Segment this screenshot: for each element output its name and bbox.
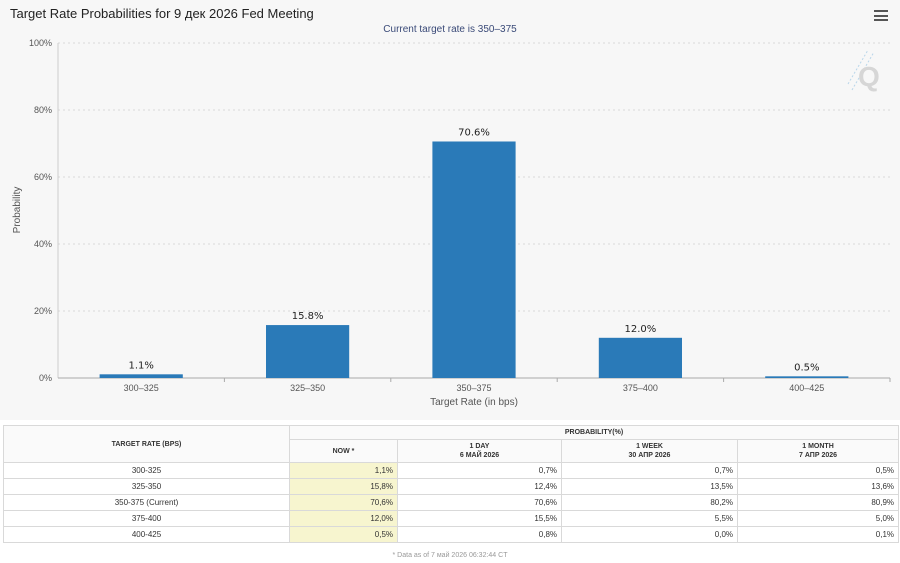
probability-table: TARGET RATE (BPS) PROBABILITY(%) NOW * 1…	[3, 425, 900, 543]
y-tick-label: 80%	[34, 105, 52, 115]
header-now: NOW *	[289, 439, 398, 463]
chart-subtitle: Current target rate is 350–375	[383, 24, 517, 35]
header-1week: 1 WEEK 30 АПР 2026	[561, 439, 738, 463]
y-tick-label: 60%	[34, 172, 52, 182]
watermark-logo-icon: Q	[847, 49, 880, 92]
chart-panel: Target Rate Probabilities for 9 дек 2026…	[10, 6, 891, 408]
x-tick-label: 350–375	[456, 383, 491, 393]
x-axis-title: Target Rate (in bps)	[430, 397, 518, 408]
bar[interactable]	[432, 141, 516, 378]
y-tick-label: 40%	[34, 239, 52, 249]
hamburger-menu-icon[interactable]	[874, 10, 888, 21]
x-tick-label: 400–425	[789, 383, 824, 393]
svg-text:Q: Q	[858, 61, 880, 92]
table-row: 350-375 (Current) 70,6% 70,6% 80,2% 80,9%	[3, 494, 900, 511]
bar-value-label: 1.1%	[128, 360, 153, 371]
chart-title: Target Rate Probabilities for 9 дек 2026…	[10, 6, 314, 21]
data-timestamp-note: * Data as of 7 май 2026 06:32:44 CT	[392, 552, 508, 559]
bar-value-label: 70.6%	[458, 127, 490, 138]
x-tick-label: 325–350	[290, 383, 325, 393]
bar[interactable]	[99, 374, 183, 378]
y-tick-label: 0%	[39, 373, 52, 383]
header-1day: 1 DAY 6 МАЙ 2026	[397, 439, 562, 463]
bar-value-label: 0.5%	[794, 362, 819, 373]
table-row: 375-400 12,0% 15,5% 5,5% 5,0%	[3, 510, 900, 527]
header-1month: 1 MONTH 7 АПР 2026	[736, 439, 900, 463]
bar-value-label: 15.8%	[292, 311, 324, 322]
x-tick-label: 300–325	[124, 383, 159, 393]
bar[interactable]	[266, 325, 350, 378]
table-row: 325-350 15,8% 12,4% 13,5% 13,6%	[3, 478, 900, 495]
bar[interactable]	[765, 376, 849, 378]
header-target-rate: TARGET RATE (BPS)	[3, 425, 290, 463]
bar[interactable]	[598, 337, 682, 378]
x-tick-label: 375–400	[623, 383, 658, 393]
bar-chart: Q 0% 20% 40% 60% 80% 100% 300–325 325–350 350–37…	[12, 38, 891, 408]
table-row: 400-425 0,5% 0,8% 0,0% 0,1%	[3, 526, 900, 543]
table-row: 300-325 1,1% 0,7% 0,7% 0,5%	[3, 462, 900, 479]
y-tick-label: 20%	[34, 306, 52, 316]
y-axis-title: Probability	[12, 187, 23, 234]
bar-value-label: 12.0%	[625, 324, 657, 335]
header-probability: PROBABILITY(%)	[288, 425, 900, 440]
y-tick-label: 100%	[29, 38, 52, 48]
